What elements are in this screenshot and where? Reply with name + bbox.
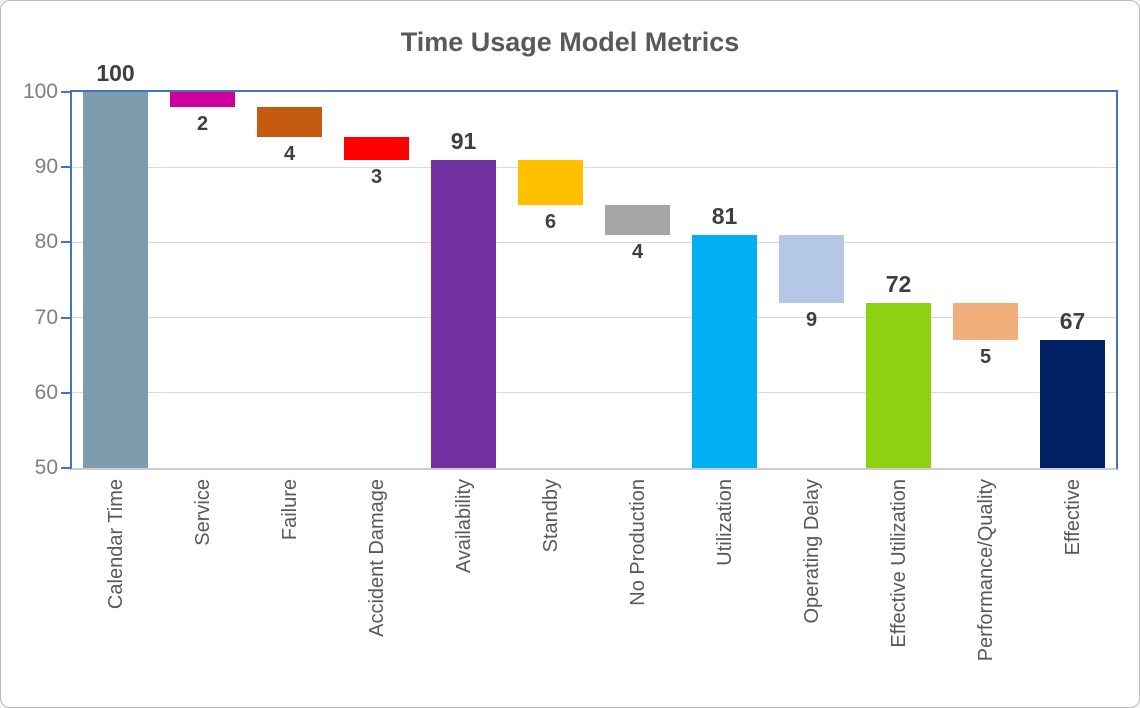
- category-label-accident-damage: Accident Damage: [365, 479, 388, 637]
- y-tick-mark: [61, 391, 71, 394]
- waterfall-bar-effective: [1040, 340, 1105, 468]
- y-tick-mark: [61, 467, 71, 469]
- waterfall-bar-failure: [257, 107, 322, 138]
- category-label-utilization: Utilization: [713, 479, 736, 566]
- category-label-service: Service: [191, 479, 214, 546]
- waterfall-bar-operating-delay: [779, 234, 844, 303]
- y-tick-label: 60: [34, 380, 58, 404]
- y-tick-mark: [61, 166, 71, 169]
- waterfall-bar-utilization: [692, 234, 757, 468]
- category-label-effective-utilization: Effective Utilization: [887, 479, 910, 648]
- waterfall-bar-performance-quality: [953, 302, 1018, 341]
- bar-value-label: 4: [283, 143, 296, 166]
- y-tick-label: 100: [22, 80, 58, 103]
- waterfall-bar-no-production: [605, 204, 670, 235]
- waterfall-bar-effective-utilization: [866, 302, 931, 468]
- category-label-effective: Effective: [1061, 479, 1084, 556]
- category-label-operating-delay: Operating Delay: [800, 479, 823, 624]
- bar-value-label: 67: [1059, 308, 1086, 335]
- category-label-performance-quality: Performance/Quality: [974, 479, 997, 662]
- bar-value-label: 81: [711, 202, 738, 229]
- bar-value-label: 100: [96, 60, 135, 86]
- waterfall-bar-calendar-time: [83, 92, 148, 468]
- waterfall-bar-service: [170, 92, 235, 108]
- y-gridline: [72, 392, 1116, 394]
- category-label-failure: Failure: [278, 479, 301, 541]
- waterfall-bar-availability: [431, 159, 496, 468]
- plot-area: [70, 90, 1118, 470]
- bar-value-label: 91: [450, 127, 477, 154]
- y-tick-label: 90: [34, 155, 58, 179]
- bar-value-label: 5: [979, 346, 992, 369]
- bar-value-label: 4: [631, 240, 644, 263]
- y-tick-label: 80: [34, 230, 58, 254]
- y-tick-mark: [61, 241, 71, 244]
- y-gridline: [72, 166, 1116, 168]
- y-gridline: [72, 241, 1116, 243]
- waterfall-bar-standby: [518, 159, 583, 205]
- bar-value-label: 6: [544, 210, 557, 233]
- category-label-no-production: No Production: [626, 479, 649, 606]
- bar-value-label: 3: [370, 165, 383, 188]
- category-label-standby: Standby: [539, 479, 562, 553]
- y-tick-mark: [61, 91, 71, 93]
- category-label-calendar-time: Calendar Time: [104, 479, 127, 610]
- category-label-availability: Availability: [452, 479, 475, 574]
- bar-value-label: 72: [885, 270, 912, 297]
- y-tick-label: 70: [34, 305, 58, 329]
- y-tick-mark: [61, 316, 71, 319]
- bar-value-label: 9: [805, 308, 818, 331]
- y-tick-label: 50: [34, 456, 58, 479]
- chart-title: Time Usage Model Metrics: [400, 27, 740, 57]
- waterfall-bar-accident-damage: [344, 137, 409, 160]
- y-gridline: [72, 317, 1116, 319]
- bar-value-label: 2: [196, 113, 209, 136]
